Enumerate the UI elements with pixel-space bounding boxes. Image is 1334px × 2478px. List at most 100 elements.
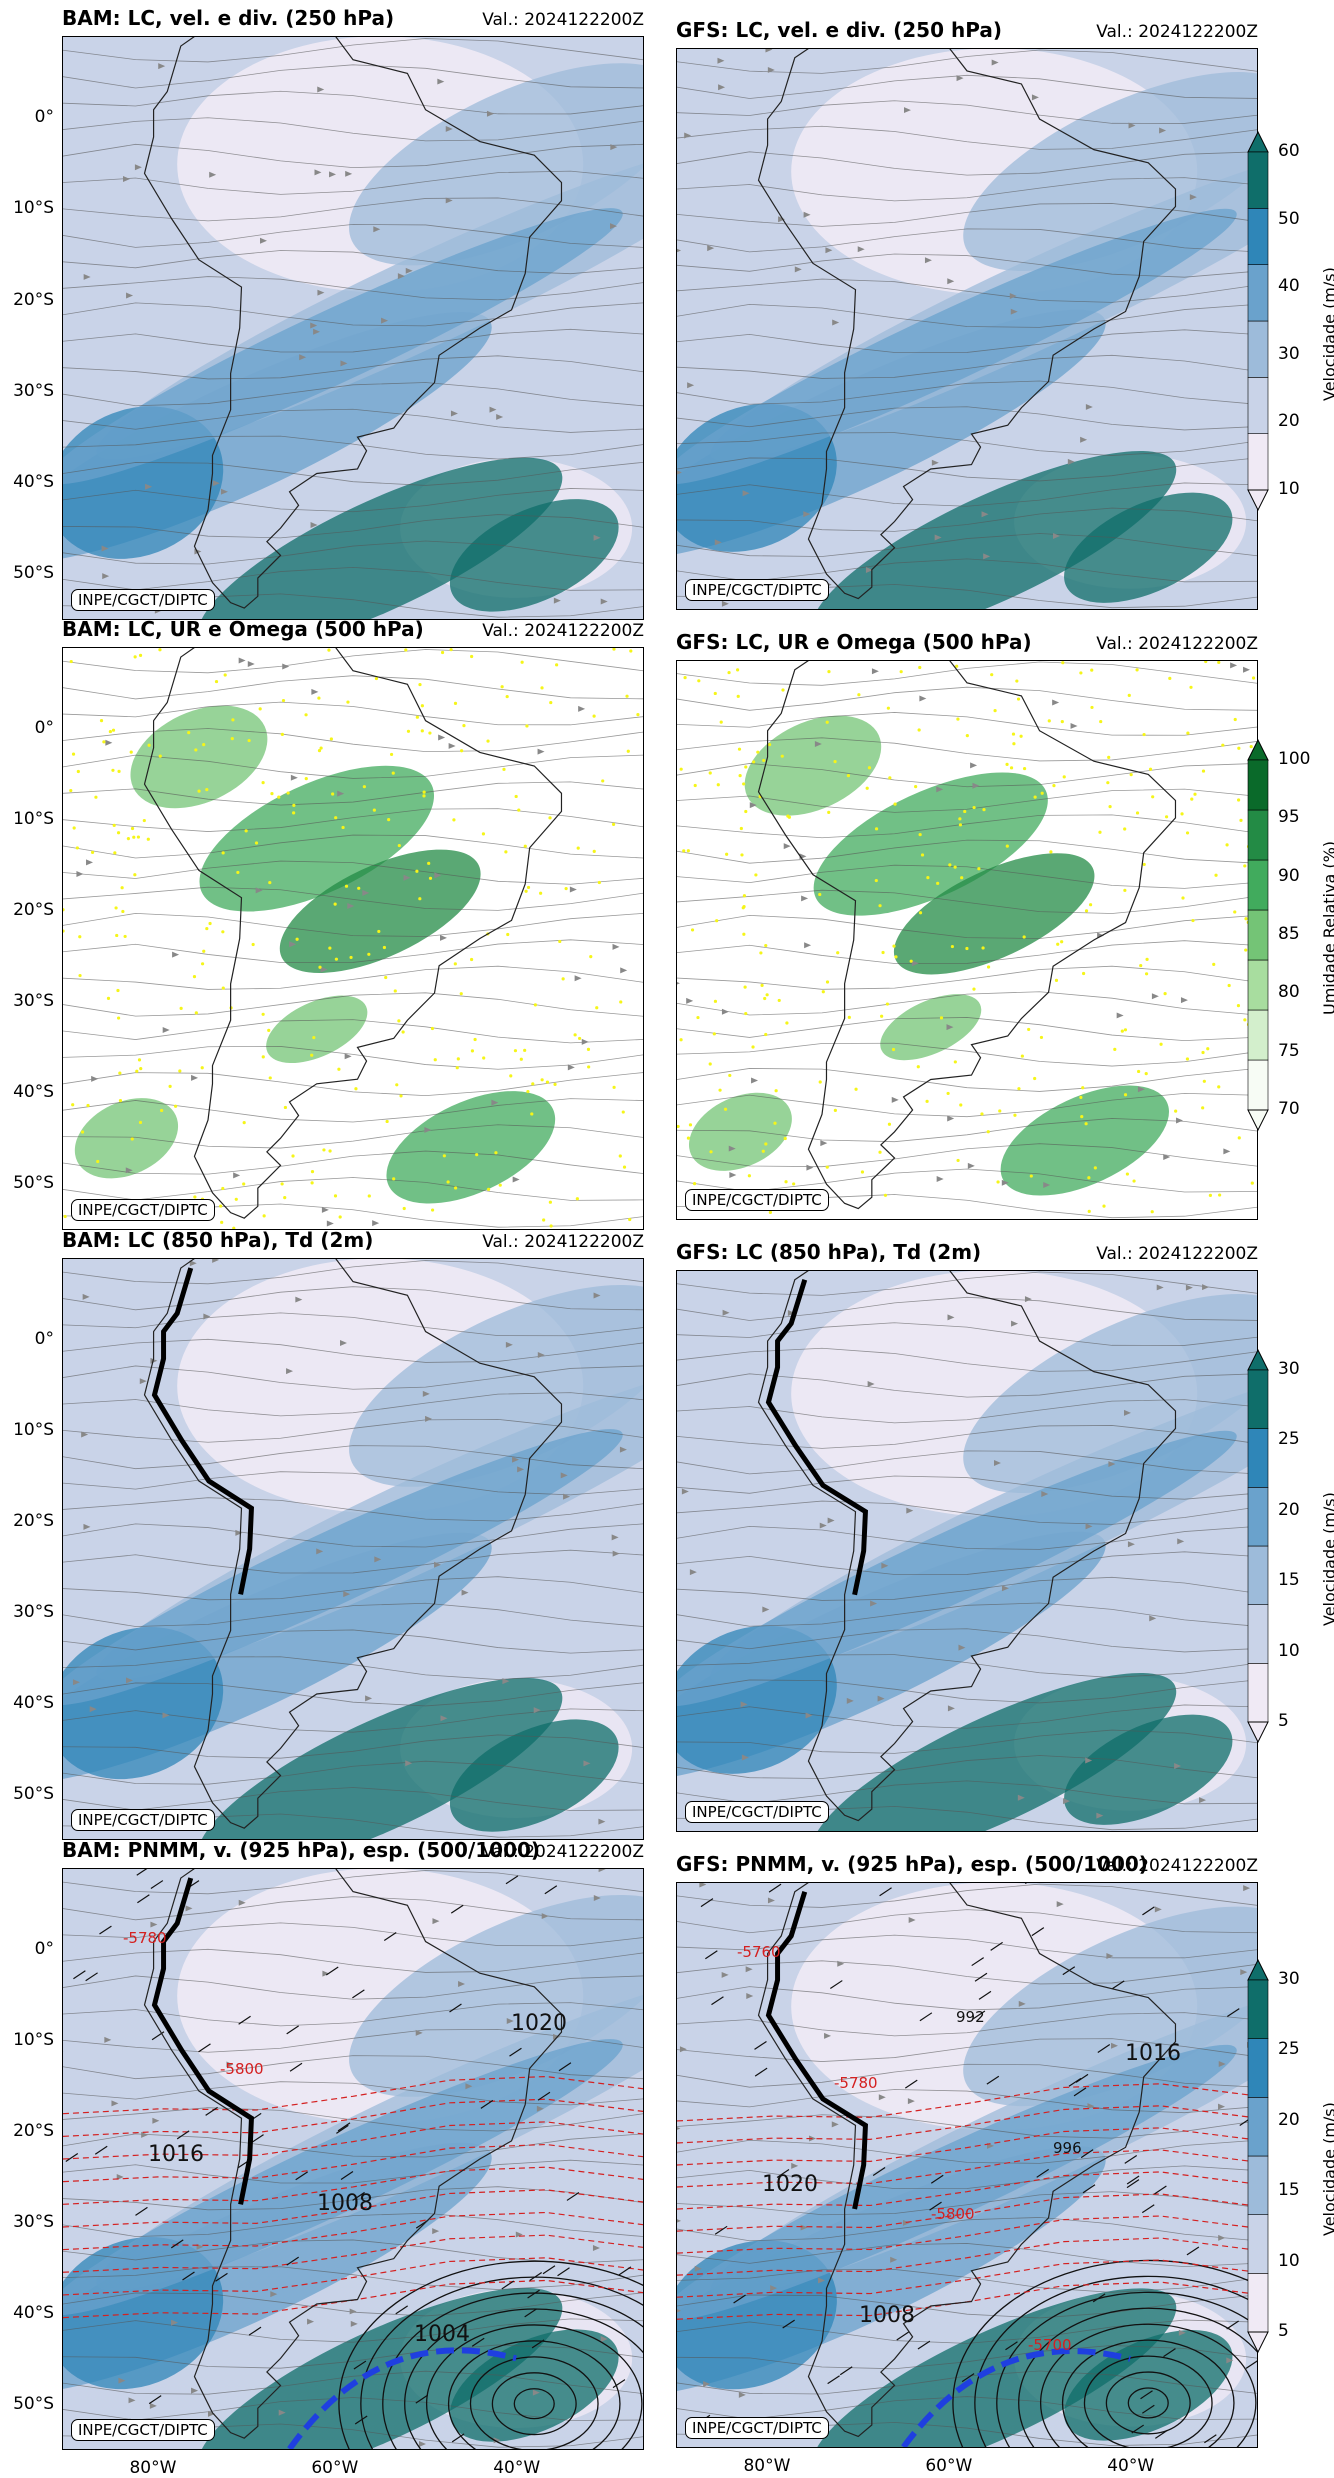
omega-speck: [277, 796, 280, 799]
colorbar-segment: [1248, 2215, 1268, 2274]
colorbar-tick-label: 5: [1278, 1711, 1289, 1731]
omega-speck: [524, 845, 527, 848]
omega-speck: [526, 1090, 529, 1093]
omega-speck: [470, 958, 473, 961]
omega-speck: [1121, 1030, 1124, 1033]
omega-speck: [781, 755, 784, 758]
omega-speck: [1217, 1085, 1220, 1088]
omega-speck: [77, 770, 80, 773]
colorbar-tick-label: 80: [1278, 982, 1300, 1002]
omega-speck: [462, 724, 465, 727]
omega-speck: [118, 1071, 121, 1074]
omega-speck: [893, 803, 896, 806]
lat-tick-label: 50°S: [10, 563, 54, 583]
omega-speck: [709, 771, 712, 774]
omega-speck: [687, 1137, 690, 1140]
omega-speck: [328, 1149, 331, 1152]
omega-speck: [818, 893, 821, 896]
omega-speck: [1106, 781, 1109, 784]
colorbar-segment: [1248, 377, 1268, 433]
omega-speck: [515, 795, 518, 798]
omega-speck: [1041, 792, 1044, 795]
omega-speck: [601, 779, 604, 782]
omega-speck: [972, 806, 975, 809]
omega-speck: [956, 717, 959, 720]
omega-speck: [482, 1056, 485, 1059]
omega-speck: [834, 1109, 837, 1112]
colorbar-segment: [1248, 152, 1268, 208]
omega-speck: [1023, 767, 1026, 770]
omega-speck: [847, 774, 850, 777]
omega-speck: [769, 1211, 772, 1214]
omega-speck: [784, 1137, 787, 1140]
omega-speck: [427, 862, 430, 865]
omega-speck: [751, 1045, 754, 1048]
omega-speck: [1180, 812, 1183, 815]
omega-speck: [530, 1112, 533, 1115]
omega-speck: [143, 819, 146, 822]
credit-label: INPE/CGCT/DIPTC: [71, 2419, 215, 2441]
omega-speck: [441, 651, 444, 654]
omega-speck: [354, 1087, 357, 1090]
omega-speck: [784, 1180, 787, 1183]
omega-speck: [334, 816, 337, 819]
omega-speck: [1191, 919, 1194, 922]
omega-speck: [619, 1154, 622, 1157]
colorbar-extend-min: [1248, 490, 1268, 510]
omega-speck: [848, 1016, 851, 1019]
omega-speck: [696, 1016, 699, 1019]
omega-speck: [875, 879, 878, 882]
colorbar-label: Velocidade (m/s): [1320, 1492, 1334, 1626]
lat-tick-label: 20°S: [10, 1511, 54, 1531]
omega-speck: [1244, 948, 1247, 951]
omega-speck: [725, 853, 728, 856]
omega-speck: [629, 649, 632, 652]
contour-label: 996: [1053, 2139, 1082, 2157]
omega-speck: [623, 1166, 626, 1169]
omega-speck: [1228, 984, 1231, 987]
colorbar-extend-max: [1248, 740, 1268, 760]
omega-speck: [826, 1166, 829, 1169]
colorbar-segment: [1248, 2039, 1268, 2098]
colorbar-segment: [1248, 1429, 1268, 1488]
omega-speck: [921, 853, 924, 856]
lon-tick-label: 60°W: [295, 2458, 375, 2478]
omega-speck: [109, 730, 112, 733]
omega-speck: [748, 1174, 751, 1177]
omega-speck: [880, 1015, 883, 1018]
omega-speck: [1237, 798, 1240, 801]
omega-speck: [422, 794, 425, 797]
omega-speck: [219, 1204, 222, 1207]
credit-label: INPE/CGCT/DIPTC: [71, 1199, 215, 1221]
omega-speck: [91, 851, 94, 854]
omega-speck: [86, 1104, 89, 1107]
omega-speck: [775, 1089, 778, 1092]
omega-speck: [1123, 827, 1126, 830]
omega-speck: [431, 1027, 434, 1030]
omega-speck: [524, 890, 527, 893]
omega-speck: [720, 721, 723, 724]
omega-speck: [709, 1150, 712, 1153]
colorbar-segment: [1248, 1060, 1268, 1110]
omega-speck: [918, 666, 921, 669]
omega-speck: [521, 661, 524, 664]
omega-speck: [1168, 677, 1171, 680]
lat-tick-label: 0°: [10, 107, 54, 127]
contour-label: -5760: [737, 1943, 781, 1961]
omega-speck: [221, 930, 224, 933]
omega-speck: [598, 881, 601, 884]
omega-speck: [178, 1069, 181, 1072]
omega-speck: [78, 974, 81, 977]
omega-speck: [242, 1182, 245, 1185]
colorbar-tick-label: 70: [1278, 1099, 1300, 1119]
omega-speck: [724, 1108, 727, 1111]
omega-speck: [1234, 718, 1237, 721]
omega-speck: [222, 987, 225, 990]
omega-speck: [1102, 1205, 1105, 1208]
colorbar-tick-label: 75: [1278, 1041, 1300, 1061]
omega-speck: [202, 950, 205, 953]
omega-speck: [1209, 1194, 1212, 1197]
colorbar-extend-max: [1248, 1960, 1268, 1980]
omega-speck: [549, 1201, 552, 1204]
map-panel: INPE/CGCT/DIPTC: [676, 660, 1258, 1220]
